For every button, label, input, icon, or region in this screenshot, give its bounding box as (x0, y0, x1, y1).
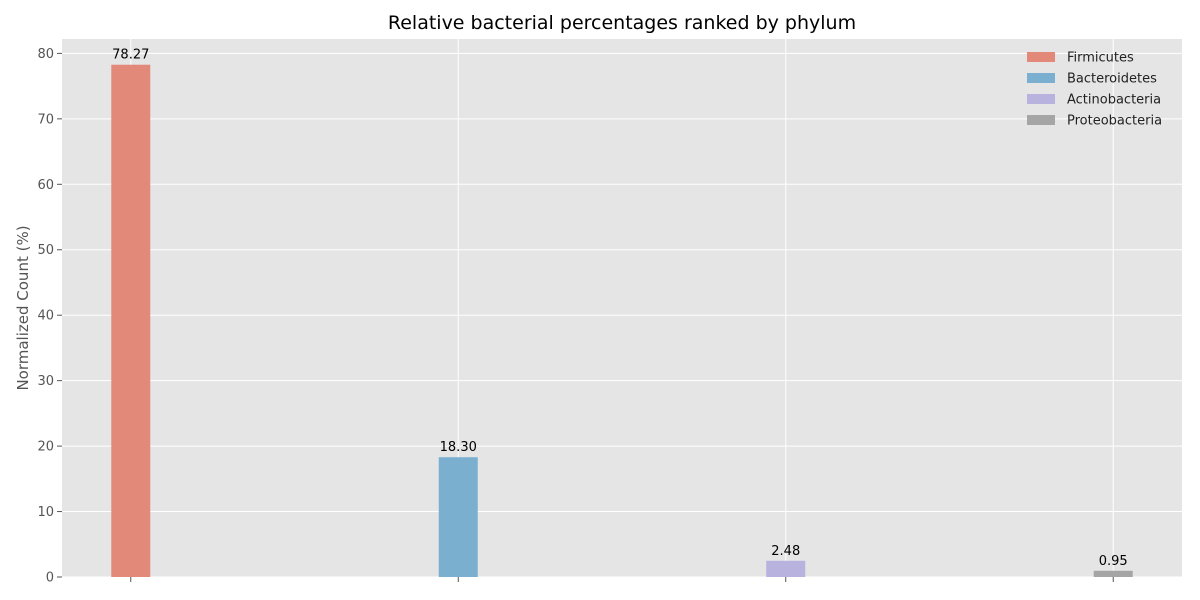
y-tick-label: 0 (46, 571, 54, 586)
y-axis-label: Normalized Count (%) (14, 225, 32, 390)
legend-swatch-bacteroidetes (1027, 73, 1055, 83)
y-tick-label: 10 (37, 505, 54, 520)
data-label-proteobacteria: 0.95 (1099, 554, 1128, 569)
y-tick-label: 80 (37, 47, 54, 62)
grid-lines (62, 39, 1182, 578)
bar-proteobacteria (1093, 570, 1133, 577)
data-label-firmicutes: 78.27 (112, 48, 149, 63)
data-label-actinobacteria: 2.48 (771, 544, 800, 559)
y-tick-label: 30 (37, 374, 54, 389)
legend-label-bacteroidetes: Bacteroidetes (1067, 72, 1157, 87)
y-tick-label: 60 (37, 178, 54, 193)
data-label-bacteroidetes: 18.30 (440, 440, 477, 455)
data-labels: 78.27 18.30 2.48 0.95 (112, 48, 1128, 569)
bar-firmicutes (111, 64, 151, 577)
y-tick-label: 50 (37, 243, 54, 258)
x-axis-ticks (130, 577, 1114, 582)
plot-area (62, 39, 1182, 577)
legend-swatch-firmicutes (1027, 52, 1055, 62)
legend-label-proteobacteria: Proteobacteria (1067, 114, 1162, 129)
y-tick-label: 20 (37, 440, 54, 455)
legend-swatch-proteobacteria (1027, 115, 1055, 125)
legend-label-firmicutes: Firmicutes (1067, 51, 1134, 66)
legend-label-actinobacteria: Actinobacteria (1067, 93, 1161, 108)
y-axis-ticks: 0 10 20 30 40 50 60 70 80 (37, 47, 62, 586)
legend-swatch-actinobacteria (1027, 94, 1055, 104)
bar-actinobacteria (766, 560, 806, 577)
chart-title: Relative bacterial percentages ranked by… (388, 12, 856, 34)
legend: Firmicutes Bacteroidetes Actinobacteria Pro… (1027, 51, 1162, 129)
bars (111, 64, 1133, 577)
y-tick-label: 70 (37, 112, 54, 127)
bar-bacteroidetes (438, 457, 478, 577)
y-tick-label: 40 (37, 309, 54, 324)
